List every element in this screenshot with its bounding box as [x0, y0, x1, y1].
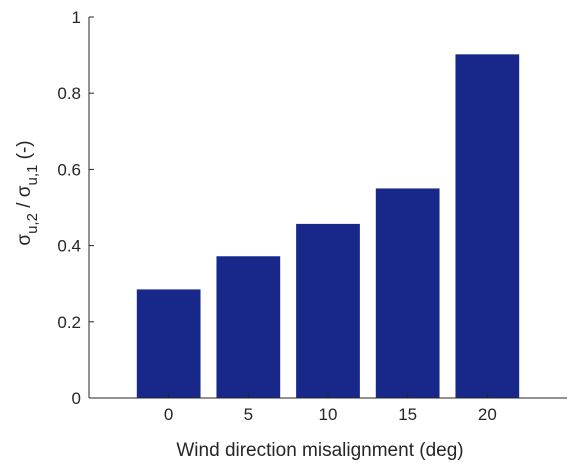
y-axis-label: σu,2 / σu,1 (-) [14, 140, 41, 245]
y-label-slash: / [14, 197, 35, 213]
y-tick-label: 0.6 [57, 160, 81, 179]
y-tick-label: 1 [72, 8, 81, 27]
x-tick-label: 20 [478, 405, 497, 424]
y-label-sigma-1: σ [14, 234, 35, 246]
y-axis-ticks: 0 0.2 0.4 0.6 0.8 1 [57, 8, 94, 408]
bar-0 [136, 289, 201, 398]
y-label-unit: (-) [14, 140, 35, 164]
y-label-subscript-2: u,1 [24, 165, 41, 186]
bars-group [136, 54, 520, 398]
x-tick-label: 10 [319, 405, 338, 424]
x-axis-label: Wind direction misalignment (deg) [176, 440, 463, 461]
y-label-sigma-2: σ [14, 185, 35, 197]
y-tick-label: 0.8 [57, 84, 81, 103]
y-label-subscript-1: u,2 [24, 213, 41, 234]
y-tick-label: 0.4 [57, 237, 81, 256]
x-axis-ticks: 0 5 10 15 20 [164, 393, 497, 424]
y-tick-label: 0.2 [57, 313, 81, 332]
x-tick-label: 5 [244, 405, 253, 424]
bar-20 [455, 54, 520, 398]
bar-15 [375, 188, 440, 398]
x-tick-label: 15 [398, 405, 417, 424]
bar-10 [296, 223, 360, 398]
x-tick-label: 0 [164, 405, 173, 424]
bar-5 [216, 256, 281, 398]
y-tick-label: 0 [72, 389, 81, 408]
